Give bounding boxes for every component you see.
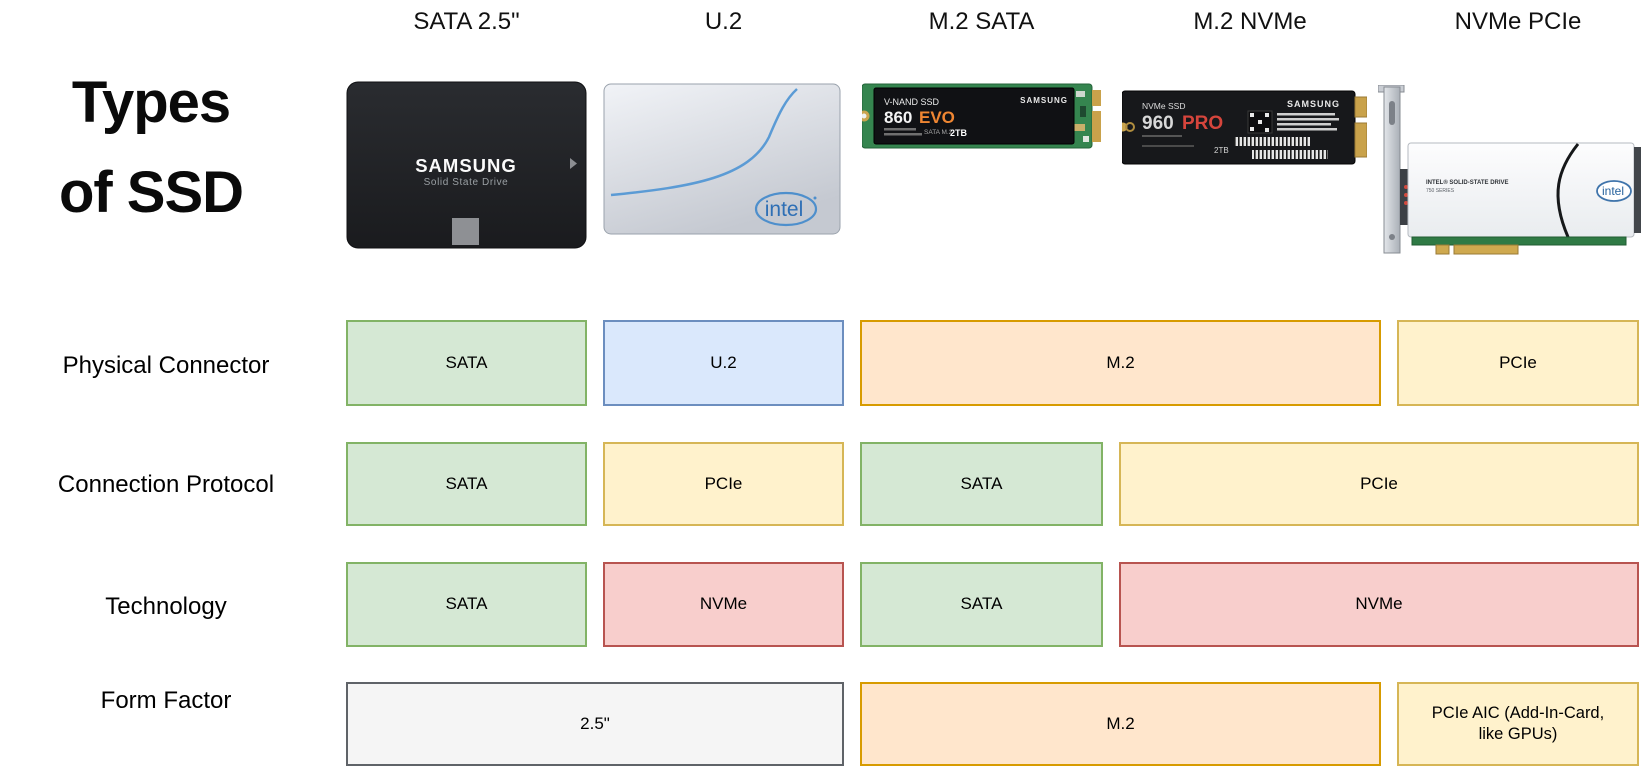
fine-print-line: [884, 133, 922, 136]
bracket-slot: [1389, 101, 1395, 125]
cell-form-factor-m2: M.2: [860, 682, 1381, 766]
cell-connection-protocol-sata25: SATA: [346, 442, 587, 526]
cell-technology-m2sata: SATA: [860, 562, 1103, 647]
row-label-physical-connector: Physical Connector: [62, 352, 270, 379]
edge-connector: [1092, 111, 1101, 142]
m2-sata-stick-image: V-NAND SSD 860 EVO SATA M.2 2TB SAMSUNG: [862, 83, 1101, 149]
blue-curve-graphic: [610, 88, 798, 197]
samsung-logo-text: SAMSUNG: [415, 155, 517, 176]
row-label-form-factor: Form Factor: [100, 687, 232, 714]
samsung-logo-text: SAMSUNG: [1020, 96, 1068, 105]
cell-physical-connector-u2: U.2: [603, 320, 844, 406]
bracket-screw-hole: [1389, 234, 1395, 240]
drive-arrow-mark: [570, 158, 577, 169]
capacity-text: 2TB: [950, 128, 968, 138]
shroud-curve-graphic: [1556, 143, 1580, 238]
sata-25-drive-image: SAMSUNG Solid State Drive: [346, 81, 587, 249]
cell-connection-protocol-m2sata: SATA: [860, 442, 1103, 526]
u2-drive-image: intel: [603, 83, 841, 235]
cell-technology-nvme: NVMe: [1119, 562, 1639, 647]
fine-print-line: [1142, 145, 1194, 147]
intel-logo-ellipse: [754, 191, 818, 227]
edge-connector: [1092, 90, 1101, 106]
column-headers: SATA 2.5" U.2 M.2 SATA M.2 NVMe NVMe PCI…: [346, 2, 1639, 42]
edge-connector: [1354, 96, 1367, 118]
intel-logo-ellipse: [1596, 180, 1632, 202]
vnand-text: V-NAND SSD: [884, 97, 940, 107]
m2-nvme-stick-image: NVMe SSD 960 PRO 2TB SAMSUNG: [1122, 90, 1367, 165]
model-variant: EVO: [919, 108, 955, 127]
capacity-text: 2TB: [1214, 146, 1229, 155]
cell-connection-protocol-u2: PCIe: [603, 442, 844, 526]
cell-physical-connector-m2: M.2: [860, 320, 1381, 406]
product-label: [873, 87, 1075, 145]
cell-form-factor-25inch: 2.5": [346, 682, 844, 766]
pcb-component: [1080, 106, 1086, 117]
drive-case: [603, 83, 841, 235]
series-text: 750 SERIES: [1426, 188, 1455, 194]
model-number: 960: [1142, 113, 1174, 134]
column-header-u2: U.2: [704, 8, 743, 35]
page-title-line1: Types: [71, 70, 231, 135]
pcie-connector: [1435, 244, 1450, 255]
label-text-lines: [1277, 113, 1339, 131]
model-number: 860: [884, 108, 912, 127]
row-technology: SATA NVMe SATA NVMe: [346, 562, 1639, 647]
registered-mark-dot: [813, 196, 817, 200]
interface-text: SATA M.2: [924, 129, 953, 136]
fine-print-line: [1142, 135, 1182, 137]
row-label-technology: Technology: [105, 593, 227, 620]
pcb-component: [1076, 91, 1085, 97]
column-header-nvme-pcie: NVMe PCIe: [1454, 8, 1582, 35]
row-connection-protocol: SATA PCIe SATA PCIe: [346, 442, 1639, 526]
led-indicator: [1404, 193, 1408, 197]
nvme-ssd-text: NVMe SSD: [1142, 101, 1185, 111]
barcode: [1252, 150, 1328, 159]
heatsink-edge: [1634, 147, 1641, 233]
pcb: [1411, 236, 1627, 246]
barcode: [1234, 137, 1310, 146]
mounting-hole: [862, 113, 867, 119]
pcie-connector: [1453, 244, 1519, 255]
cell-technology-sata25: SATA: [346, 562, 587, 647]
page-title-line2: of SSD: [58, 160, 244, 225]
intel-ssd-text: INTEL® SOLID-STATE DRIVE: [1426, 179, 1509, 186]
row-physical-connector: SATA U.2 M.2 PCIe: [346, 320, 1639, 406]
model-variant: PRO: [1182, 113, 1223, 134]
led-indicator: [1404, 201, 1408, 205]
mounting-hole: [1125, 122, 1135, 132]
column-header-sata-25: SATA 2.5": [413, 8, 520, 35]
page-title: Types of SSD: [0, 58, 302, 238]
qr-modules: [1250, 113, 1269, 132]
column-header-m2-sata: M.2 SATA: [928, 8, 1035, 35]
nvme-pcie-card-image: INTEL® SOLID-STATE DRIVE 750 SERIES inte…: [1378, 85, 1641, 255]
drive-label-square: [452, 218, 479, 245]
cell-form-factor-pcie-aic: PCIe AIC (Add-In-Card, like GPUs): [1397, 682, 1639, 766]
column-header-m2-nvme: M.2 NVMe: [1193, 8, 1307, 35]
cell-technology-u2: NVMe: [603, 562, 844, 647]
samsung-subtitle-text: Solid State Drive: [424, 177, 509, 188]
pcb-component: [1083, 136, 1089, 142]
cell-physical-connector-sata25: SATA: [346, 320, 587, 406]
intel-logo-text: intel: [1602, 184, 1624, 198]
samsung-logo-text: SAMSUNG: [1287, 99, 1340, 109]
led-indicator: [1404, 185, 1408, 189]
row-form-factor: 2.5" M.2 PCIe AIC (Add-In-Card, like GPU…: [346, 682, 1639, 766]
drive-case: [346, 81, 587, 249]
intel-logo-text: intel: [765, 198, 804, 221]
edge-connector: [1354, 122, 1367, 158]
cell-connection-protocol-pcie: PCIe: [1119, 442, 1639, 526]
row-label-connection-protocol: Connection Protocol: [57, 471, 275, 498]
pcb-component: [1074, 124, 1085, 131]
cell-physical-connector-pcie: PCIe: [1397, 320, 1639, 406]
fine-print-line: [884, 128, 916, 131]
